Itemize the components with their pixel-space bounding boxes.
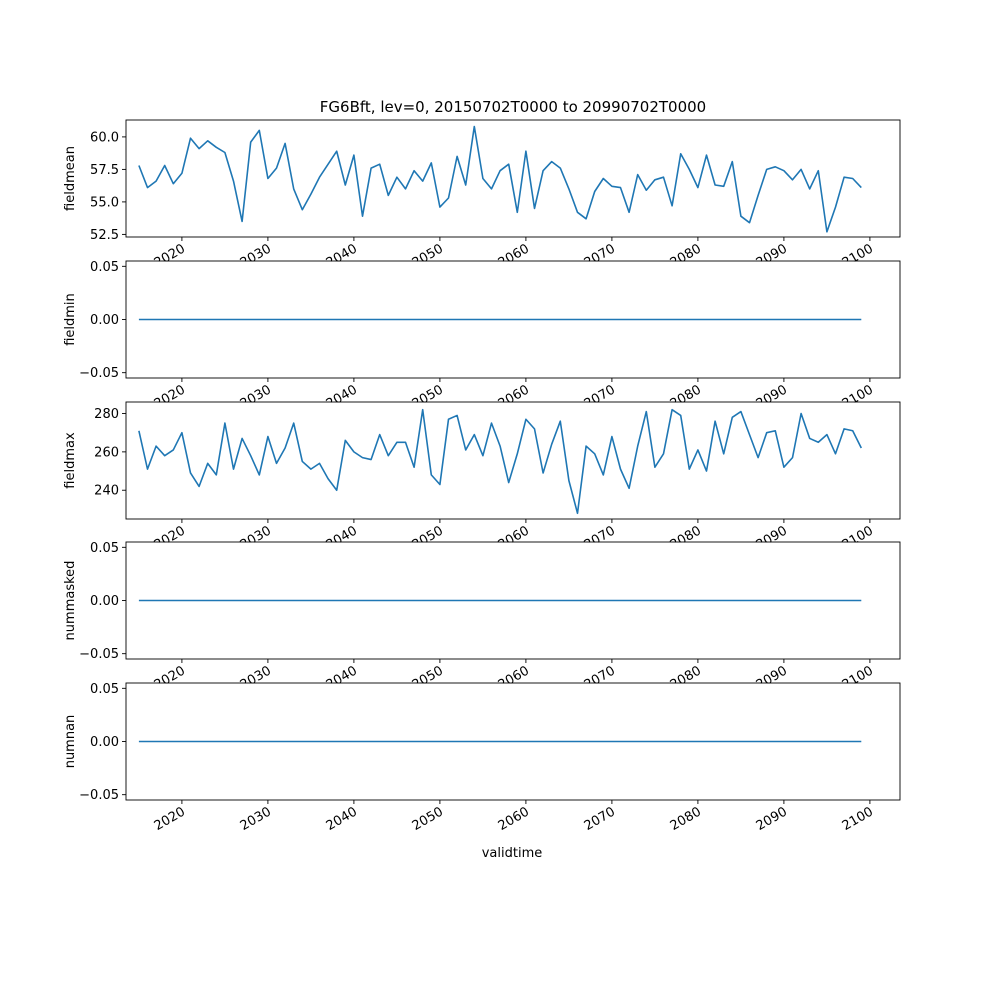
y-tick-label: 0.05 (90, 260, 119, 275)
x-axis-label: validtime (482, 846, 543, 861)
y-tick-label: 240 (94, 484, 119, 499)
y-tick-label: 0.05 (90, 541, 119, 556)
y-axis-label: fieldmax (63, 432, 78, 489)
y-tick-label: 0.00 (90, 313, 119, 328)
y-tick-label: 57.5 (90, 163, 119, 178)
y-axis-label: nummasked (63, 561, 78, 641)
y-tick-label: 260 (94, 445, 119, 460)
y-tick-label: −0.05 (79, 647, 119, 662)
y-tick-label: 55.0 (90, 195, 119, 210)
axes-frame (125, 119, 901, 238)
y-axis-label: numnan (63, 715, 78, 769)
y-tick-label: −0.05 (79, 788, 119, 803)
series-line-fieldmean (138, 125, 862, 233)
chart-title: FG6Bft, lev=0, 20150702T0000 to 20990702… (320, 98, 706, 116)
y-axis-label: fieldmean (63, 146, 78, 211)
series-line-fieldmax (138, 408, 863, 515)
y-axis-label: fieldmin (63, 293, 78, 346)
y-tick-label: 52.5 (90, 228, 119, 243)
axes-background (126, 402, 900, 519)
axes-frame (125, 401, 901, 520)
y-tick-label: 0.05 (90, 682, 119, 697)
y-tick-label: −0.05 (79, 366, 119, 381)
y-tick-label: 60.0 (90, 130, 119, 145)
y-tick-label: 0.00 (90, 735, 119, 750)
y-tick-label: 280 (94, 407, 119, 422)
y-tick-label: 0.00 (90, 594, 119, 609)
